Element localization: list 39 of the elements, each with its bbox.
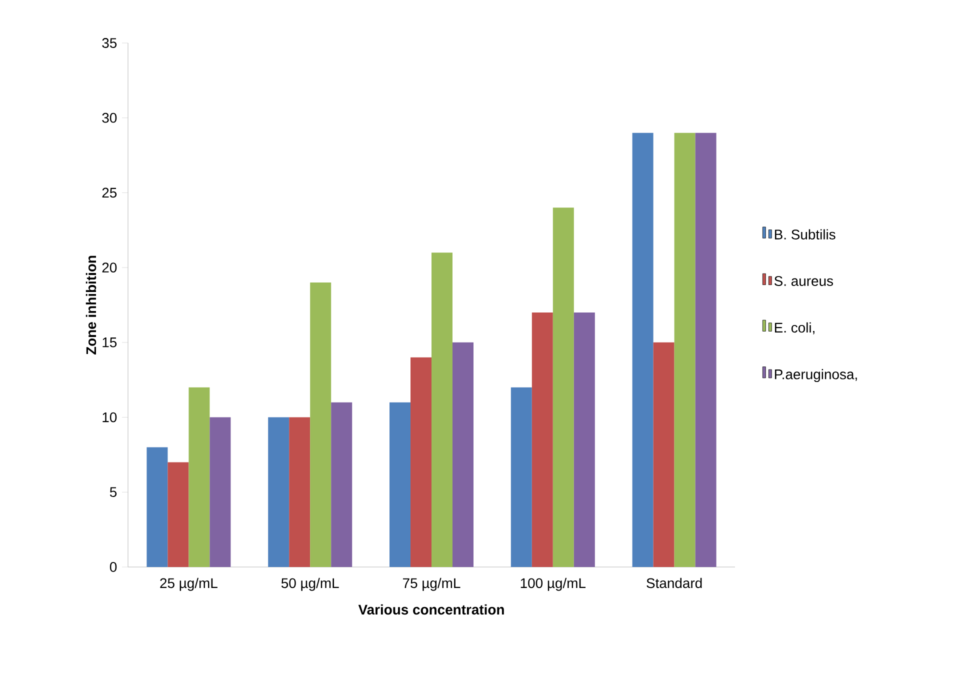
x-tick-label: Standard [646,578,702,588]
y-tick-label: 20 [102,262,117,273]
bar [632,132,654,567]
bar [574,312,595,567]
bar [532,312,553,567]
bar [452,342,474,567]
x-tick-label: 50 µg/mL [281,578,339,591]
bar [653,342,674,567]
bar [674,132,696,567]
y-axis-title: Zone inhibition [86,256,96,355]
legend-label: E. coli, [774,322,814,334]
legend-label: B. Subtilis [774,229,836,240]
bar [310,282,332,567]
bar [695,132,716,567]
bar [210,417,231,567]
x-tick-label: 25 µg/mL [160,578,218,591]
x-tick-label: 75 µg/mL [403,578,460,591]
bar [268,417,290,567]
y-tick-label: 10 [102,412,117,422]
bar [331,402,352,567]
bar [146,447,168,567]
bar [552,208,574,567]
y-tick-label: 35 [102,38,117,48]
bar [390,402,411,567]
y-tick-label: 5 [110,487,117,498]
legend-label: S. aureus [774,276,834,286]
bar [168,462,189,567]
bar [289,417,310,567]
x-tick-label: 100 µg/mL [520,578,586,591]
bar [410,357,432,567]
bar [188,387,210,567]
bar [510,387,532,567]
legend-label: P.aeruginosa, [774,369,857,382]
y-tick-label: 0 [110,562,117,572]
y-tick-label: 25 [102,188,117,198]
y-tick-label: 30 [102,112,117,123]
x-axis-title: Various concentration [358,604,504,615]
bar [432,252,453,567]
y-tick-label: 15 [102,338,117,348]
